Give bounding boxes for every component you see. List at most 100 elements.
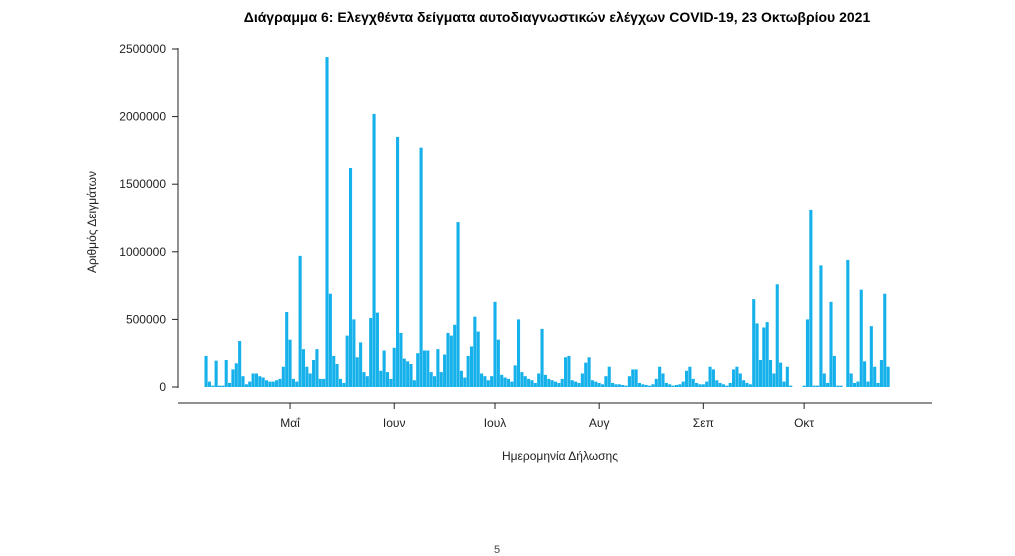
bar xyxy=(288,339,292,387)
x-tick-label: Αυγ xyxy=(589,416,610,430)
bar xyxy=(668,384,672,387)
bar xyxy=(449,335,453,387)
bar xyxy=(728,382,732,387)
bar xyxy=(839,385,843,387)
bar xyxy=(775,284,779,387)
bar xyxy=(879,359,883,387)
bar xyxy=(587,357,591,387)
bar xyxy=(335,364,339,387)
bar xyxy=(600,384,605,387)
bar xyxy=(258,376,262,387)
x-tick-label: Ιουλ xyxy=(484,416,507,430)
bar xyxy=(493,301,497,387)
bar xyxy=(614,384,618,387)
bar xyxy=(369,318,373,387)
bar xyxy=(533,382,537,387)
bar xyxy=(849,373,853,387)
bar xyxy=(621,384,625,387)
bar xyxy=(856,381,860,387)
y-tick-label: 1000000 xyxy=(119,245,166,259)
y-tick-label: 1500000 xyxy=(119,177,166,191)
x-tick-label: Μαΐ xyxy=(280,416,301,430)
bar xyxy=(846,259,850,387)
bar xyxy=(301,349,306,387)
bar xyxy=(570,380,574,387)
bar xyxy=(396,136,400,387)
bar xyxy=(490,376,494,387)
bar xyxy=(658,366,662,387)
bar xyxy=(459,370,463,387)
bar xyxy=(802,385,806,387)
bar xyxy=(254,373,258,387)
bar xyxy=(389,378,393,387)
bar xyxy=(251,373,255,387)
bar xyxy=(429,372,433,387)
bar xyxy=(826,382,830,387)
bar xyxy=(758,359,762,387)
bar xyxy=(214,360,218,387)
bar xyxy=(684,370,689,387)
bar xyxy=(500,374,504,387)
bar xyxy=(876,382,880,387)
bar xyxy=(711,369,715,387)
bar xyxy=(765,322,769,387)
bar xyxy=(281,366,285,387)
bar xyxy=(382,350,386,387)
bar xyxy=(705,381,709,387)
bar xyxy=(829,301,833,387)
bar xyxy=(540,328,544,387)
bar xyxy=(241,376,245,387)
bar xyxy=(443,354,447,387)
bar xyxy=(718,382,722,387)
bar xyxy=(291,378,295,387)
bar xyxy=(523,376,527,387)
bar xyxy=(748,384,752,387)
x-axis-title: Ημερομηνία Δήλωσης xyxy=(502,449,618,463)
bar xyxy=(597,382,601,387)
y-tick-label: 2500000 xyxy=(119,42,166,56)
bar xyxy=(557,382,561,387)
bar xyxy=(859,289,863,387)
bar xyxy=(698,384,702,387)
bar xyxy=(805,319,810,387)
bar xyxy=(594,381,598,387)
bar xyxy=(315,349,319,387)
bar xyxy=(426,350,430,387)
bar xyxy=(681,381,685,387)
bar xyxy=(721,384,726,387)
bar xyxy=(567,355,571,387)
bar xyxy=(496,339,500,387)
bar xyxy=(275,380,279,387)
bar xyxy=(392,347,396,387)
bar xyxy=(516,319,521,387)
bar xyxy=(402,358,406,387)
bar xyxy=(285,311,289,387)
bar xyxy=(352,319,356,387)
bar xyxy=(271,381,275,387)
bar xyxy=(537,373,541,387)
bar xyxy=(375,312,379,387)
bar xyxy=(359,342,363,387)
bar xyxy=(224,359,228,387)
bar xyxy=(607,366,611,387)
bar xyxy=(456,222,460,387)
bar xyxy=(312,359,316,387)
bar xyxy=(715,380,719,387)
bar xyxy=(510,381,514,387)
y-axis: 0 500000 1000000 1500000 2000000 2500000 xyxy=(119,42,179,394)
bar xyxy=(503,377,507,387)
bar xyxy=(416,353,420,387)
bar xyxy=(768,359,773,387)
y-axis-title: Αριθμός Δειγμάτων xyxy=(85,171,99,273)
bar xyxy=(385,372,390,387)
bar xyxy=(476,331,480,387)
bar xyxy=(432,376,437,387)
bar xyxy=(732,369,736,387)
bar xyxy=(207,381,211,387)
bar xyxy=(584,362,588,387)
bar xyxy=(221,385,225,387)
bar xyxy=(436,349,440,387)
bar xyxy=(664,382,668,387)
bar xyxy=(641,384,645,387)
bar xyxy=(278,378,282,387)
